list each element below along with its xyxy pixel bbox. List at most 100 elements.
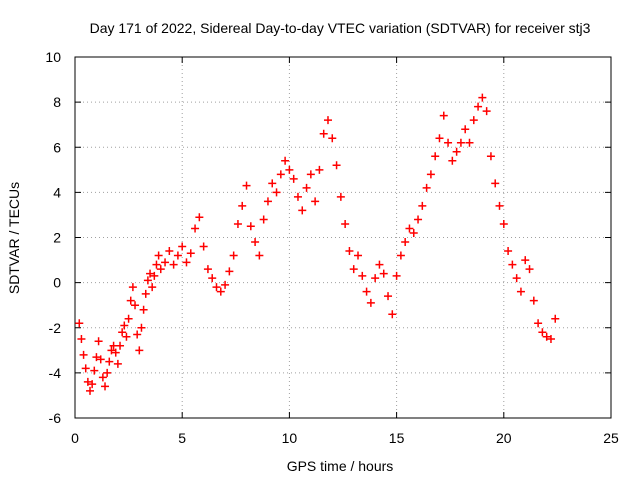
data-point [529, 296, 538, 305]
data-point [94, 337, 103, 346]
data-point [444, 138, 453, 147]
data-point [302, 183, 311, 192]
data-point [469, 116, 478, 125]
data-point [448, 156, 457, 165]
data-point [133, 330, 142, 339]
data-point [358, 271, 367, 280]
data-point [242, 181, 251, 190]
data-point [401, 238, 410, 247]
data-point [81, 364, 90, 373]
data-point [504, 247, 513, 256]
data-point [384, 292, 393, 301]
data-point [512, 274, 521, 283]
data-point [225, 267, 234, 276]
data-point [388, 310, 397, 319]
data-point [499, 219, 508, 228]
data-point [546, 335, 555, 344]
data-point [319, 129, 328, 138]
y-tick-label: 4 [53, 184, 61, 200]
x-tick-label: 15 [389, 430, 405, 446]
data-point [285, 165, 294, 174]
data-point [435, 134, 444, 143]
x-tick-label: 5 [178, 430, 186, 446]
y-tick-label: -4 [49, 365, 62, 381]
x-tick-label: 20 [496, 430, 512, 446]
x-tick-labels: 0 5 10 15 20 25 [71, 430, 619, 446]
data-point [154, 251, 163, 260]
data-point [208, 274, 217, 283]
data-point [238, 201, 247, 210]
data-point [255, 251, 264, 260]
data-point [128, 283, 137, 292]
y-tick-label: -2 [49, 320, 62, 336]
data-point [141, 289, 150, 298]
data-point [118, 328, 127, 337]
data-point [461, 125, 470, 134]
x-tick-label: 10 [282, 430, 298, 446]
data-point [426, 170, 435, 179]
data-point [131, 301, 140, 310]
data-point [495, 201, 504, 210]
data-points [75, 93, 560, 395]
data-point [186, 249, 195, 258]
data-point [126, 296, 135, 305]
data-point [538, 328, 547, 337]
y-tick-label: 10 [45, 49, 61, 65]
y-tick-label: 2 [53, 230, 61, 246]
data-point [422, 183, 431, 192]
data-point [525, 265, 534, 274]
data-point [150, 271, 159, 280]
data-point [86, 386, 95, 395]
data-point [148, 283, 157, 292]
data-point [212, 283, 221, 292]
data-point [137, 323, 146, 332]
data-point [79, 350, 88, 359]
data-point [375, 260, 384, 269]
x-tick-label: 25 [603, 430, 619, 446]
data-point [405, 224, 414, 233]
data-point [173, 251, 182, 260]
data-point [456, 138, 465, 147]
data-point [306, 170, 315, 179]
data-point [521, 256, 530, 265]
data-point [229, 251, 238, 260]
data-point [315, 165, 324, 174]
data-point [298, 206, 307, 215]
data-point [268, 179, 277, 188]
data-point [88, 380, 97, 389]
data-point [431, 152, 440, 161]
data-point [246, 222, 255, 231]
data-point [474, 102, 483, 111]
data-point [371, 274, 380, 283]
y-tick-label: 8 [53, 94, 61, 110]
data-point [101, 382, 110, 391]
data-point [90, 366, 99, 375]
y-tick-label: 0 [53, 275, 61, 291]
data-point [323, 116, 332, 125]
data-point [203, 265, 212, 274]
data-point [482, 107, 491, 116]
data-point [182, 258, 191, 267]
data-point [263, 197, 272, 206]
axis-ticks [74, 56, 612, 419]
data-point [120, 321, 129, 330]
data-point [332, 161, 341, 170]
data-point [409, 228, 418, 237]
x-axis-label: GPS time / hours [287, 458, 394, 474]
data-point [83, 377, 92, 386]
data-point [107, 346, 116, 355]
data-point [336, 192, 345, 201]
data-point [542, 332, 551, 341]
data-point [293, 192, 302, 201]
x-tick-label: 0 [71, 430, 79, 446]
data-point [195, 213, 204, 222]
data-point [161, 258, 170, 267]
data-point [113, 359, 122, 368]
data-point [414, 215, 423, 224]
data-point [551, 314, 560, 323]
data-point [328, 134, 337, 143]
data-point [103, 368, 112, 377]
data-point [465, 138, 474, 147]
data-point [124, 314, 133, 323]
data-point [311, 197, 320, 206]
